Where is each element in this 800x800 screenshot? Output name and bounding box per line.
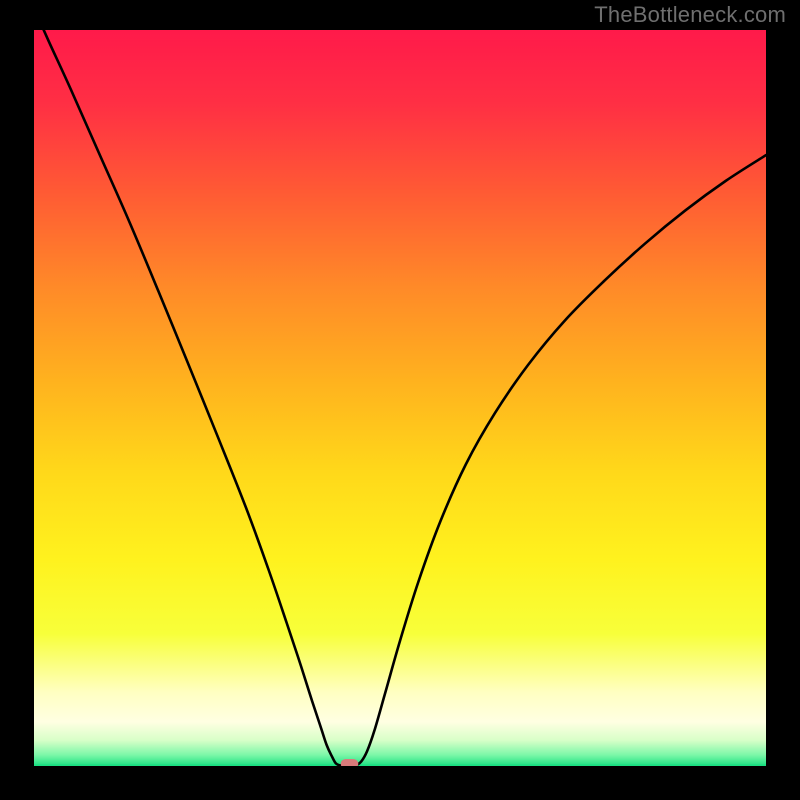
optimum-marker [341, 759, 359, 769]
bottleneck-chart: TheBottleneck.com [0, 0, 800, 800]
watermark-text: TheBottleneck.com [594, 2, 786, 28]
chart-background [34, 30, 766, 766]
chart-svg [0, 0, 800, 800]
